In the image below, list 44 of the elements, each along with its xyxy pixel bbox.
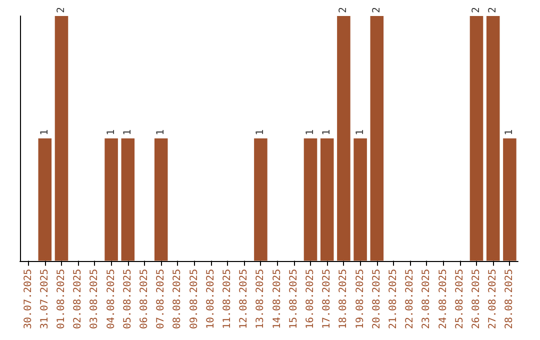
data-label: 2 xyxy=(338,6,350,13)
data-label: 1 xyxy=(106,129,117,136)
x-tick-label: 27.08.2025 xyxy=(488,268,499,330)
x-tick-label: 26.08.2025 xyxy=(471,268,482,330)
data-label: 2 xyxy=(56,6,67,13)
x-tick-label: 13.08.2025 xyxy=(255,268,266,330)
x-tick-label: 18.08.2025 xyxy=(338,268,350,330)
x-tick-label: 01.08.2025 xyxy=(56,268,67,330)
data-label: 1 xyxy=(305,129,316,136)
x-tick-label: 08.08.2025 xyxy=(172,268,184,330)
x-tick-label: 10.08.2025 xyxy=(205,268,216,330)
data-label: 1 xyxy=(504,129,516,136)
data-label: 2 xyxy=(471,6,482,13)
x-tick-label: 12.08.2025 xyxy=(238,268,250,330)
data-label: 1 xyxy=(255,129,266,136)
x-tick-label: 09.08.2025 xyxy=(188,268,200,330)
x-tick-label: 21.08.2025 xyxy=(388,268,399,330)
x-tick-label: 04.08.2025 xyxy=(106,268,117,330)
x-tick-label: 02.08.2025 xyxy=(72,268,84,330)
data-label: 1 xyxy=(39,129,50,136)
x-tick-label: 03.08.2025 xyxy=(89,268,100,330)
data-label: 1 xyxy=(322,129,333,136)
x-tick-label: 14.08.2025 xyxy=(272,268,283,330)
x-tick-label: 15.08.2025 xyxy=(288,268,300,330)
x-tick-label: 11.08.2025 xyxy=(222,268,233,330)
x-tick-label: 20.08.2025 xyxy=(371,268,382,330)
x-tick-label: 24.08.2025 xyxy=(438,268,449,330)
x-tick-label: 06.08.2025 xyxy=(139,268,150,330)
x-tick-label: 19.08.2025 xyxy=(354,268,366,330)
data-label: 2 xyxy=(371,6,382,13)
x-tick-label: 30.07.2025 xyxy=(22,268,34,330)
x-tick-label: 22.08.2025 xyxy=(404,268,416,330)
data-label: 1 xyxy=(354,129,366,136)
x-tick-label: 17.08.2025 xyxy=(322,268,333,330)
x-tick-label: 25.08.2025 xyxy=(454,268,466,330)
data-label: 1 xyxy=(122,129,134,136)
x-tick-label: 16.08.2025 xyxy=(305,268,316,330)
data-label: 1 xyxy=(156,129,167,136)
x-tick-label: 05.08.2025 xyxy=(122,268,134,330)
x-tick-label: 31.07.2025 xyxy=(39,268,50,330)
x-tick-label: 23.08.2025 xyxy=(421,268,432,330)
x-tick-label: 07.08.2025 xyxy=(156,268,167,330)
data-label: 2 xyxy=(488,6,499,13)
x-tick-label: 28.08.2025 xyxy=(504,268,516,330)
